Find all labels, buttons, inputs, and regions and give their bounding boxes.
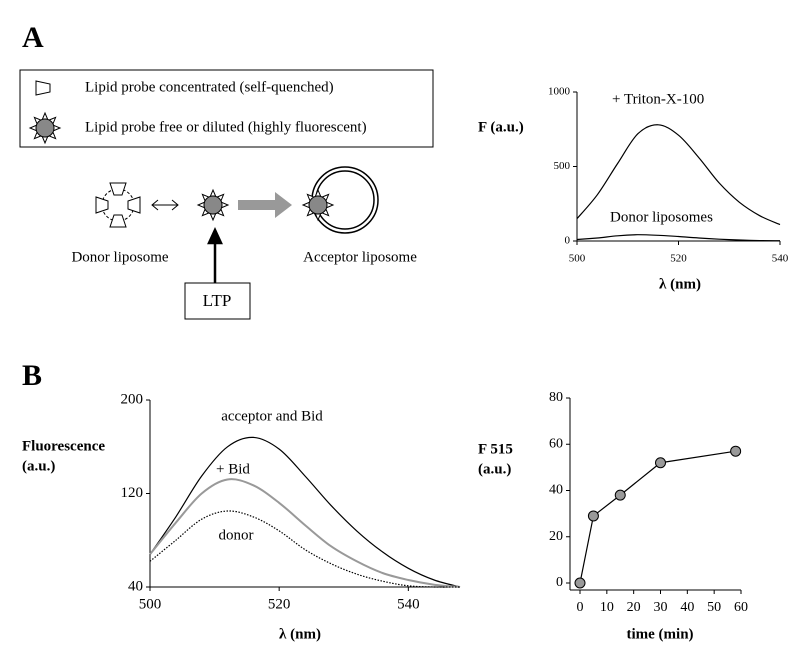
legend-text: Lipid probe concentrated (self-quenched) bbox=[85, 79, 334, 95]
y-tick-label: 60 bbox=[549, 436, 563, 451]
star-core bbox=[203, 195, 223, 215]
y-tick-label: 40 bbox=[128, 578, 143, 594]
x-tick-label: 60 bbox=[734, 600, 748, 615]
star-ray bbox=[53, 124, 62, 132]
star-ray bbox=[209, 188, 217, 197]
y-axis-label: F 515 bbox=[478, 441, 513, 457]
y-axis-label: (a.u.) bbox=[478, 461, 511, 477]
annotation: acceptor and Bid bbox=[221, 408, 323, 424]
star-ray bbox=[326, 201, 335, 209]
free-probe-icon bbox=[196, 188, 230, 222]
x-tick-label: 50 bbox=[707, 600, 721, 615]
diagram-label: LTP bbox=[203, 291, 232, 310]
x-tick-label: 20 bbox=[627, 600, 641, 615]
panel-label: A bbox=[22, 21, 44, 54]
transfer-arrow bbox=[238, 192, 292, 218]
x-axis-label: λ (nm) bbox=[659, 276, 701, 292]
series-line bbox=[576, 124, 781, 226]
quenched-icon bbox=[35, 80, 51, 96]
diagram-label: Acceptor liposome bbox=[303, 249, 417, 265]
x-tick-label: 500 bbox=[569, 253, 586, 265]
ltp-arrow bbox=[207, 227, 223, 283]
y-tick-label: 40 bbox=[549, 483, 563, 498]
x-tick-label: 10 bbox=[600, 600, 614, 615]
y-tick-label: 200 bbox=[121, 391, 144, 407]
star-ray bbox=[221, 201, 230, 209]
ltp-box bbox=[184, 282, 251, 320]
diagram-label: Donor liposome bbox=[71, 249, 168, 265]
series-line bbox=[576, 234, 781, 242]
panel-label: B bbox=[22, 359, 42, 392]
series-line bbox=[149, 510, 461, 588]
x-axis-label: time (min) bbox=[626, 626, 693, 642]
y-tick-label: 500 bbox=[554, 160, 571, 172]
legend-text: Lipid probe free or diluted (highly fluo… bbox=[85, 119, 367, 135]
series-line bbox=[149, 478, 461, 588]
star-ray bbox=[301, 201, 310, 209]
annotation: donor bbox=[219, 527, 254, 543]
data-point bbox=[655, 457, 666, 469]
x-tick-label: 540 bbox=[772, 253, 789, 265]
star-ray bbox=[196, 201, 205, 209]
annotation: + Bid bbox=[216, 461, 250, 477]
annotation: Donor liposomes bbox=[610, 209, 713, 225]
legend-box bbox=[19, 69, 434, 148]
data-point bbox=[574, 577, 586, 589]
star-ray bbox=[28, 124, 37, 132]
free-probe-icon bbox=[28, 111, 62, 145]
series-line bbox=[579, 450, 736, 584]
y-axis-label: (a.u.) bbox=[22, 458, 55, 474]
x-tick-label: 0 bbox=[577, 600, 584, 615]
star-core bbox=[308, 195, 328, 215]
x-tick-label: 40 bbox=[680, 600, 694, 615]
y-tick-label: 1000 bbox=[548, 86, 571, 98]
donor-liposome-icon bbox=[95, 182, 141, 228]
star-ray bbox=[209, 213, 217, 222]
series-line bbox=[149, 436, 461, 588]
y-tick-label: 120 bbox=[121, 485, 144, 501]
x-axis-label: λ (nm) bbox=[279, 626, 321, 642]
star-ray bbox=[41, 111, 49, 120]
star-core bbox=[35, 118, 55, 138]
x-tick-label: 520 bbox=[670, 253, 687, 265]
annotation: + Triton-X-100 bbox=[612, 91, 704, 107]
y-tick-label: 80 bbox=[549, 390, 563, 405]
x-tick-label: 500 bbox=[139, 596, 162, 612]
data-point bbox=[730, 445, 742, 457]
star-ray bbox=[314, 188, 322, 197]
star-ray bbox=[314, 213, 322, 222]
data-point bbox=[587, 510, 599, 522]
y-tick-label: 0 bbox=[556, 575, 563, 590]
data-point bbox=[614, 489, 626, 501]
x-tick-label: 540 bbox=[397, 596, 420, 612]
star-ray bbox=[41, 136, 49, 145]
y-axis-label: F (a.u.) bbox=[478, 119, 524, 135]
free-probe-icon bbox=[301, 188, 335, 222]
y-axis-label: Fluorescence bbox=[22, 438, 105, 454]
y-tick-label: 20 bbox=[549, 529, 563, 544]
y-tick-label: 0 bbox=[565, 235, 571, 247]
x-tick-label: 30 bbox=[654, 600, 668, 615]
equilibrium-arrow bbox=[151, 199, 179, 211]
x-tick-label: 520 bbox=[268, 596, 291, 612]
